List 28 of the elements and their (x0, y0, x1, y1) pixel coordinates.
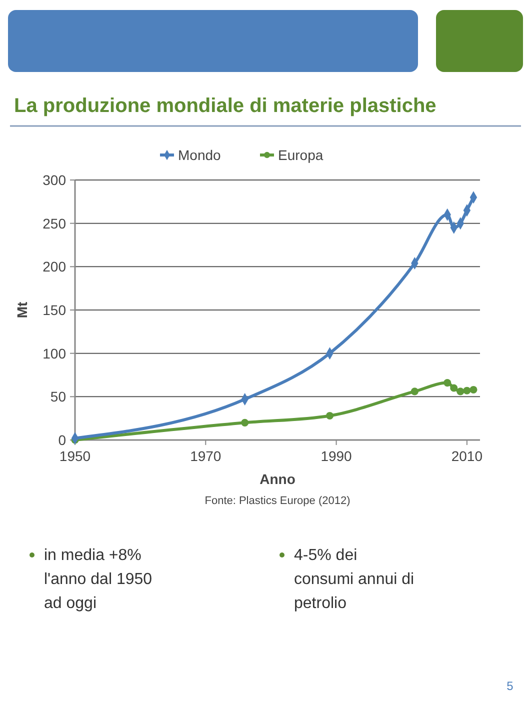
x-tick-label: 1970 (190, 448, 222, 464)
y-tick-label: 250 (42, 215, 66, 232)
point (470, 386, 478, 394)
y-tick-label: 100 (42, 345, 66, 362)
y-tick-label: 300 (42, 172, 66, 188)
y-tick-label: 50 (50, 388, 66, 405)
legend-label: Europa (278, 147, 324, 163)
point (326, 412, 334, 420)
point (456, 388, 464, 396)
point (444, 379, 452, 387)
x-axis-title: Anno (260, 471, 296, 487)
y-axis-title: Mt (14, 302, 30, 318)
point (410, 388, 418, 396)
x-tick-label: 2010 (451, 448, 483, 464)
text: 5 (506, 679, 514, 693)
point (241, 418, 249, 426)
y-tick-label: 150 (42, 302, 66, 318)
source-note: Fonte: Plastics Europe (2012) (204, 495, 350, 507)
point (463, 386, 471, 394)
chart-title: La produzione mondiale di materie plastiche (14, 95, 436, 117)
point (450, 384, 458, 392)
legend-label: Mondo (178, 147, 222, 163)
y-tick-label: 0 (58, 432, 66, 448)
x-tick-label: 1990 (320, 448, 352, 464)
text: in media +8% l'anno dal 1950 ad oggi (44, 547, 152, 612)
text: 4-5% dei consumi annui di petrolio (294, 547, 414, 612)
y-tick-label: 200 (42, 258, 66, 275)
x-tick-label: 1950 (59, 448, 91, 464)
